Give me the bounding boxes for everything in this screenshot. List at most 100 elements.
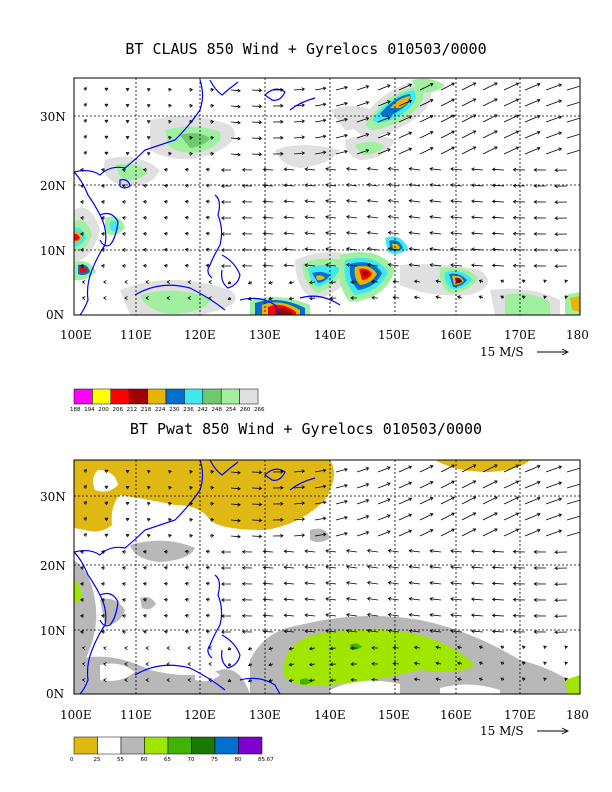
wind-arrow-head: [163, 199, 168, 204]
wind-arrow-head: [515, 130, 520, 135]
wind-arrow-head: [365, 85, 370, 89]
wind-arrow-shaft: [325, 248, 337, 251]
wind-arrow-shaft: [450, 598, 463, 601]
wind-arrow-head: [221, 232, 225, 236]
wind-arrow-shaft: [409, 550, 421, 553]
wind-arrow-head: [187, 678, 191, 683]
wind-arrow-head: [121, 565, 126, 570]
wind-arrow-shaft: [524, 99, 541, 107]
wind-arrow-head: [121, 199, 126, 204]
wind-arrow-head: [221, 582, 225, 586]
wind-arrow-shaft: [461, 512, 476, 521]
wind-arrow-head: [184, 613, 189, 618]
wind-arrow-head: [103, 646, 107, 651]
wind-arrow-shaft: [367, 550, 379, 553]
wind-arrow-head: [166, 678, 170, 682]
wind-arrow-head: [536, 496, 541, 501]
wind-arrow-head: [471, 215, 475, 220]
wind-arrow-head: [205, 263, 210, 268]
wind-arrow-head: [450, 183, 454, 188]
wind-arrow-shaft: [440, 496, 455, 505]
wind-arrow-head: [100, 597, 105, 602]
wind-arrow-shaft: [289, 663, 295, 666]
wind-arrow-head: [494, 528, 498, 532]
wind-arrow-shaft: [346, 550, 358, 553]
wind-arrow-shaft: [440, 512, 455, 521]
wind-arrow-shaft: [524, 465, 541, 473]
bottom-map: 30N 20N 10N 0N 100E 110E 120E 130E 140E …: [40, 459, 589, 763]
wind-arrow-head: [491, 597, 496, 602]
wind-arrow-head: [429, 480, 434, 485]
wind-arrow-shaft: [482, 496, 498, 505]
wind-arrow-shaft: [457, 280, 463, 283]
wind-arrow-shaft: [305, 200, 316, 203]
wind-arrow-shaft: [367, 566, 379, 569]
wind-arrow-head: [210, 469, 215, 474]
wind-arrow-shaft: [388, 216, 400, 219]
wind-arrow-head: [472, 130, 477, 134]
wind-arrow-head: [184, 597, 189, 602]
wind-arrow-head: [100, 215, 105, 220]
wind-arrow-head: [494, 82, 498, 86]
wind-arrow-shaft: [230, 519, 241, 522]
wind-arrow-shaft: [346, 184, 358, 187]
wind-arrow-head: [81, 678, 86, 683]
wind-arrow-shaft: [503, 528, 519, 537]
wind-arrow-head: [280, 103, 284, 108]
wind-arrow-head: [413, 279, 418, 284]
top-colorbar-swatch: [239, 388, 259, 405]
wind-arrow-head: [80, 231, 84, 236]
wind-arrow-head: [408, 596, 413, 601]
wind-arrow-shaft: [305, 566, 316, 569]
wind-arrow-head: [515, 82, 520, 87]
wind-arrow-shaft: [377, 84, 391, 91]
wind-arrow-head: [80, 629, 84, 634]
wind-arrow-head: [262, 215, 267, 220]
wind-arrow-head: [100, 199, 105, 204]
wind-arrow-head: [210, 119, 215, 124]
wind-arrow-shaft: [346, 248, 358, 251]
wind-arrow-head: [471, 629, 475, 634]
top-xlabel-130e: 130E: [249, 328, 281, 342]
wind-arrow-shaft: [325, 184, 337, 187]
wind-arrow-head: [145, 646, 149, 650]
wind-arrow-shaft: [461, 464, 476, 473]
wind-arrow-shaft: [450, 232, 463, 235]
wind-arrow-shaft: [346, 630, 358, 633]
wind-arrow-head: [472, 512, 477, 516]
wind-arrow-head: [210, 485, 215, 490]
wind-arrow-head: [83, 485, 88, 489]
wind-arrow-shaft: [414, 678, 421, 681]
wind-arrow-head: [184, 183, 189, 188]
wind-arrow-shaft: [545, 498, 562, 505]
wind-arrow-head: [145, 678, 149, 682]
wind-arrow-head: [408, 564, 413, 569]
wind-arrow-shaft: [545, 116, 562, 123]
wind-arrow-head: [429, 98, 434, 103]
wind-arrow-head: [346, 182, 350, 187]
wind-arrow-shaft: [471, 614, 484, 617]
wind-arrow-head: [471, 247, 475, 252]
wind-arrow-head: [325, 597, 329, 601]
wind-arrow-head: [451, 130, 455, 135]
wind-arrow-shaft: [263, 217, 274, 219]
wind-arrow-head: [491, 215, 496, 220]
wind-arrow-shaft: [325, 168, 337, 171]
wind-arrow-shaft: [461, 130, 476, 139]
wind-arrow-head: [258, 136, 263, 141]
wind-arrow-head: [344, 133, 348, 138]
bottom-map-title: BT Pwat 850 Wind + Gyrelocs 010503/0000: [129, 420, 483, 438]
wind-arrow-head: [491, 629, 496, 634]
wind-arrow-head: [322, 86, 327, 91]
wind-arrow-head: [80, 597, 84, 602]
wind-arrow-head: [304, 167, 308, 172]
wind-arrow-shaft: [263, 583, 274, 585]
wind-arrow-shaft: [263, 169, 274, 171]
bottom-xlabel-160e: 160E: [440, 708, 472, 722]
top-map-frame: [73, 77, 581, 316]
wind-arrow-shaft: [471, 582, 484, 585]
wind-arrow-head: [237, 534, 241, 539]
wind-arrow-head: [80, 549, 84, 554]
wind-arrow-shaft: [388, 614, 400, 617]
wind-arrow-shaft: [492, 184, 505, 187]
